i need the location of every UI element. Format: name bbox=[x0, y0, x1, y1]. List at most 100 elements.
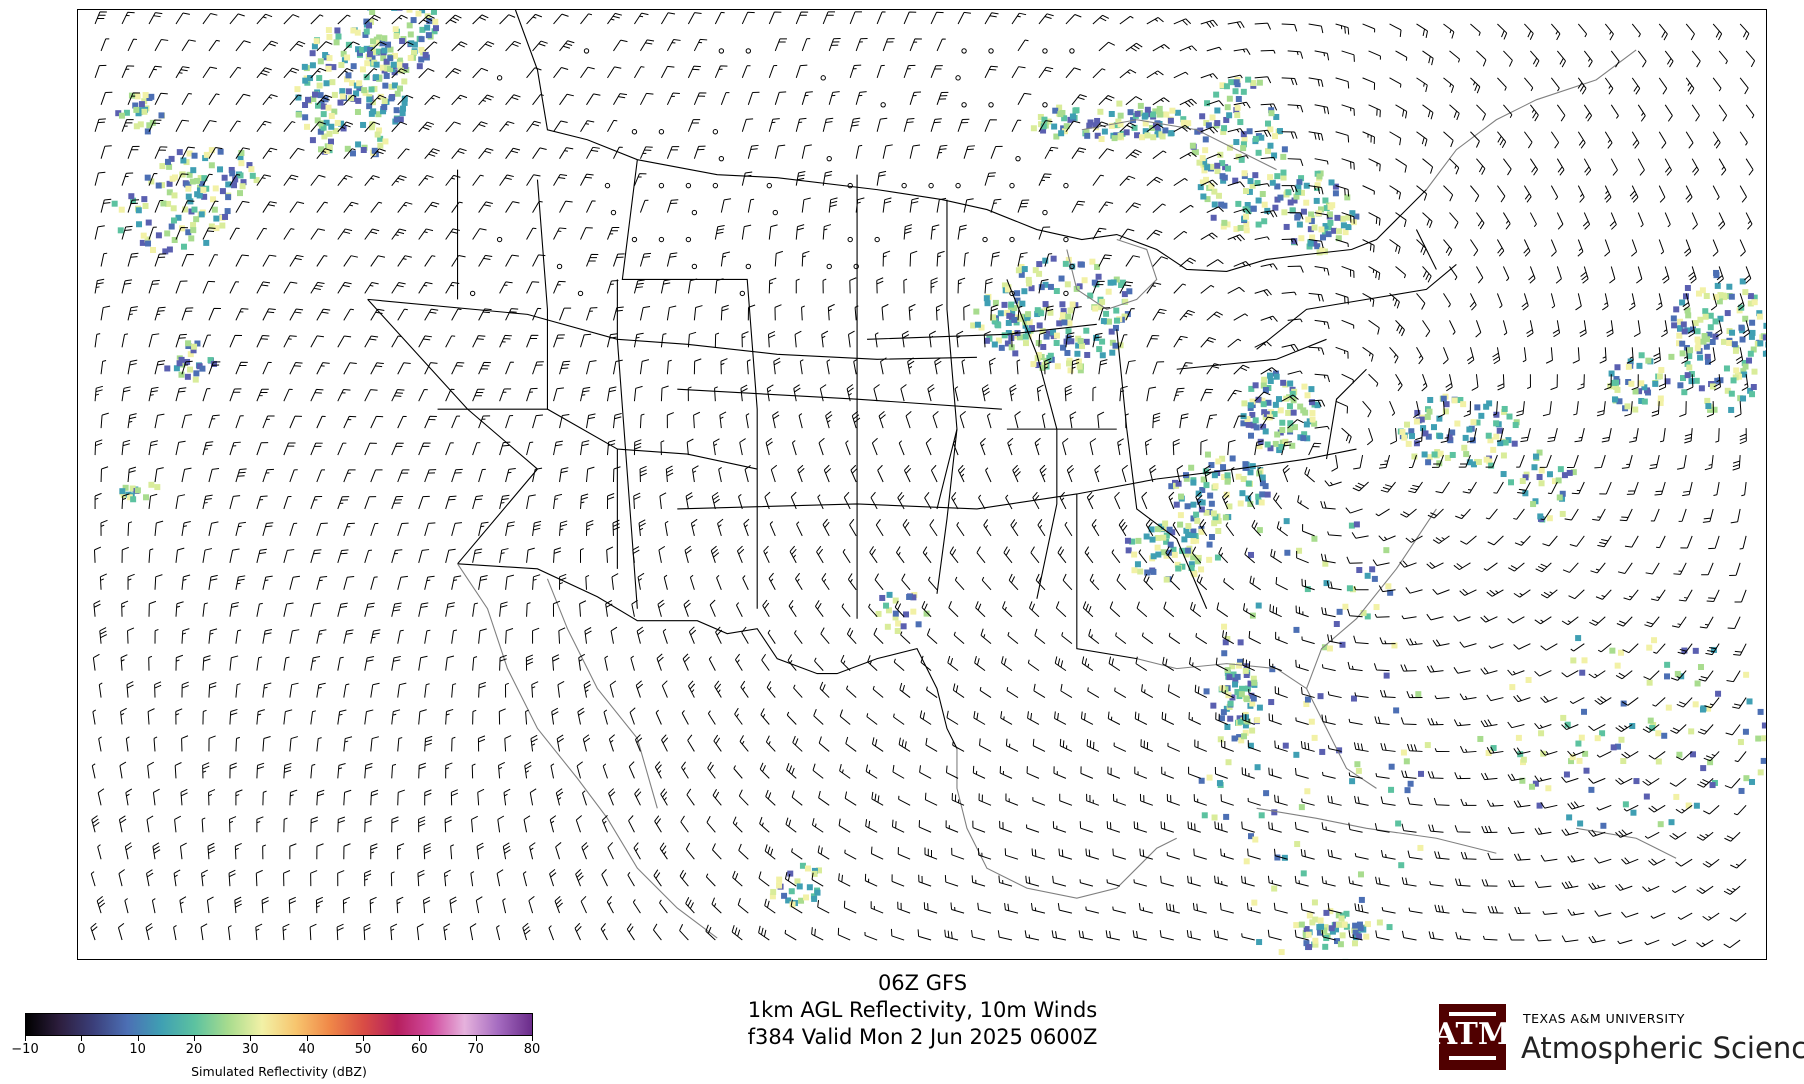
wind-barb bbox=[1628, 293, 1636, 311]
wind-barb bbox=[1327, 634, 1342, 645]
wind-barb bbox=[682, 653, 690, 671]
wind-barb bbox=[1016, 359, 1021, 375]
wind-barb bbox=[1308, 239, 1324, 249]
wind-barb bbox=[1508, 562, 1525, 572]
wind-barb bbox=[849, 64, 862, 79]
echo-pixel bbox=[1425, 433, 1432, 440]
echo-pixel bbox=[1355, 767, 1362, 774]
echo-pixel bbox=[1343, 910, 1350, 917]
wind-barb bbox=[1044, 253, 1053, 267]
echo-pixel bbox=[194, 340, 201, 347]
wind-barb bbox=[1597, 643, 1612, 653]
echo-pixel bbox=[165, 200, 172, 207]
wind-barb bbox=[127, 252, 139, 267]
echo-pixel bbox=[1116, 100, 1123, 107]
echo-pixel bbox=[1209, 114, 1216, 121]
echo-pixel bbox=[1218, 715, 1225, 722]
wind-barb bbox=[1550, 239, 1557, 257]
echo-pixel bbox=[1107, 279, 1114, 286]
wind-barb bbox=[928, 330, 936, 348]
wind-barb bbox=[1179, 257, 1197, 267]
wind-barb bbox=[1513, 800, 1531, 808]
wind-barb bbox=[1677, 454, 1687, 470]
wind-barb bbox=[262, 40, 279, 52]
echo-pixel bbox=[1632, 406, 1639, 413]
wind-barb bbox=[1354, 853, 1369, 860]
wind-barb bbox=[793, 384, 801, 402]
wind-barb bbox=[1615, 724, 1633, 732]
echo-pixel bbox=[1230, 671, 1237, 678]
echo-pixel bbox=[1193, 511, 1200, 518]
echo-pixel bbox=[1175, 565, 1182, 572]
wind-barb bbox=[828, 197, 838, 213]
wind-barb bbox=[871, 791, 884, 806]
echo-pixel bbox=[1214, 120, 1221, 127]
echo-pixel bbox=[225, 194, 232, 201]
wind-barb bbox=[235, 415, 244, 429]
wind-barb bbox=[866, 713, 878, 725]
wind-barb bbox=[765, 735, 776, 752]
echo-pixel bbox=[1327, 908, 1334, 915]
echo-pixel bbox=[1322, 560, 1329, 567]
echo-pixel bbox=[1046, 354, 1053, 361]
wind-barb bbox=[1691, 104, 1700, 122]
echo-pixel bbox=[1348, 522, 1355, 529]
echo-pixel bbox=[1349, 586, 1356, 593]
echo-pixel bbox=[222, 213, 229, 220]
wind-barb bbox=[606, 493, 615, 509]
wind-barb bbox=[1380, 743, 1396, 752]
echo-pixel bbox=[1199, 499, 1206, 506]
echo-pixel bbox=[1256, 704, 1263, 711]
wind-barb bbox=[1321, 714, 1336, 725]
wind-barb bbox=[235, 93, 251, 106]
wind-barb bbox=[666, 92, 680, 106]
echo-pixel bbox=[1103, 310, 1110, 317]
echo-pixel bbox=[1358, 896, 1365, 903]
wind-barb bbox=[893, 713, 905, 725]
wind-barb bbox=[1604, 374, 1612, 391]
wind-barb bbox=[1408, 481, 1423, 494]
echo-pixel bbox=[1273, 373, 1280, 380]
wind-barb bbox=[882, 38, 895, 52]
echo-pixel bbox=[1188, 561, 1195, 568]
echo-pixel bbox=[158, 112, 165, 119]
echo-pixel bbox=[1309, 410, 1316, 417]
wind-barb bbox=[846, 627, 857, 645]
echo-pixel bbox=[1160, 549, 1167, 556]
echo-pixel bbox=[1060, 344, 1067, 351]
wind-barb bbox=[901, 330, 910, 348]
echo-pixel bbox=[1241, 733, 1248, 740]
echo-pixel bbox=[432, 18, 439, 25]
wind-barb bbox=[1734, 751, 1747, 763]
echo-pixel bbox=[1689, 751, 1696, 758]
echo-pixel bbox=[1142, 128, 1149, 135]
echo-pixel bbox=[1246, 128, 1253, 135]
wind-barb bbox=[1669, 831, 1687, 840]
echo-pixel bbox=[1323, 205, 1330, 212]
echo-pixel bbox=[1466, 459, 1473, 466]
echo-pixel bbox=[1061, 319, 1068, 326]
wind-barb bbox=[1389, 185, 1402, 200]
wind-barb bbox=[1476, 212, 1485, 230]
echo-pixel bbox=[1253, 424, 1260, 431]
echo-pixel bbox=[1156, 105, 1163, 112]
wind-barb bbox=[1314, 265, 1330, 276]
wind-barb bbox=[934, 357, 942, 375]
wind-barb bbox=[801, 144, 812, 159]
wind-barb bbox=[1653, 643, 1666, 654]
echo-pixel bbox=[1715, 690, 1722, 697]
wind-barb bbox=[282, 923, 290, 941]
wind-barb bbox=[553, 547, 562, 563]
echo-pixel bbox=[1668, 819, 1675, 826]
echo-pixel bbox=[406, 10, 413, 13]
wind-barb bbox=[990, 198, 1002, 213]
colorbar-tick bbox=[137, 1036, 139, 1041]
wind-barb bbox=[1670, 670, 1687, 681]
wind-barb bbox=[1260, 103, 1278, 111]
echo-pixel bbox=[1242, 729, 1249, 736]
echo-pixel bbox=[166, 180, 173, 187]
wind-barb bbox=[1125, 360, 1136, 375]
echo-pixel bbox=[1461, 444, 1468, 451]
echo-pixel bbox=[1620, 758, 1627, 765]
wind-barb bbox=[343, 683, 350, 698]
